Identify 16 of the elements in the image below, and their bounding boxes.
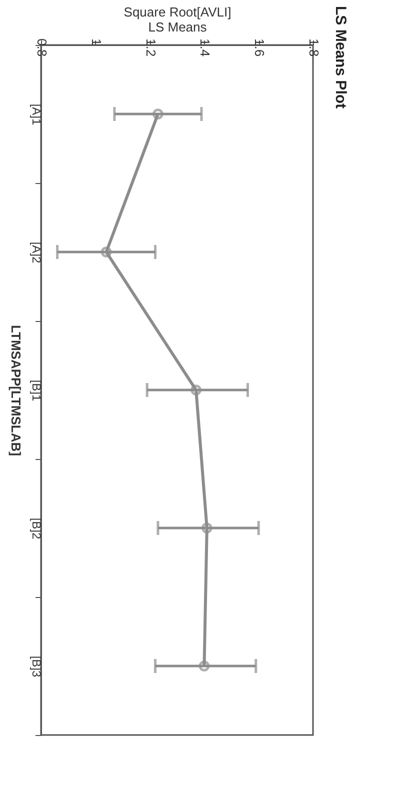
chart-title: LS Means Plot	[332, 6, 349, 109]
x-tick-label: 1.4	[198, 38, 213, 57]
y-tick-label: [B]1	[30, 380, 44, 402]
point	[190, 384, 202, 396]
point	[100, 246, 112, 258]
point	[201, 522, 212, 534]
y-tick-label: [A]2	[30, 242, 44, 264]
x-tick-label: 1.2	[143, 38, 158, 57]
y-tick-label: [B]2	[30, 518, 44, 540]
x-axis-title: Square Root[AVLI] LS Means	[124, 4, 232, 34]
x-tick-label: 1.8	[306, 38, 322, 57]
y-axis-title: LTMSAPP[LTMSLAB]	[8, 325, 24, 456]
x-tick-label: 1.6	[252, 38, 268, 57]
y-tick-label: [B]3	[30, 656, 44, 678]
y-tick-label: [A]1	[30, 104, 44, 126]
x-tick-label: 1	[88, 38, 104, 46]
